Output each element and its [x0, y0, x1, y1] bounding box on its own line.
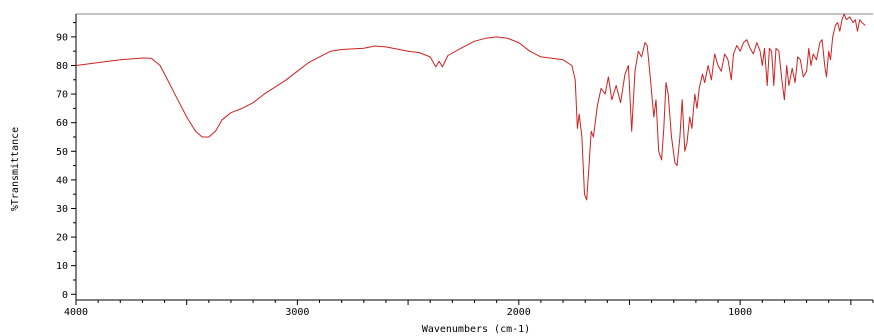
- plot-frame: [75, 13, 873, 301]
- x-tick-label: 1000: [728, 307, 752, 318]
- y-tick-label: 10: [56, 261, 68, 272]
- spectrum-series: [75, 13, 866, 201]
- y-tick-label: 80: [56, 61, 68, 72]
- y-tick-label: 90: [56, 32, 68, 43]
- y-tick-label: 30: [56, 204, 68, 215]
- y-tick-label: 40: [56, 175, 68, 186]
- x-tick-label: 3000: [285, 307, 309, 318]
- x-tick-label: 2000: [507, 307, 531, 318]
- x-tick-label: 4000: [64, 307, 88, 318]
- y-tick-label: 50: [56, 147, 68, 158]
- y-tick-label: 0: [62, 290, 68, 301]
- spectrum-line: [75, 13, 866, 201]
- x-axis-title: Wavenumbers (cm-1): [422, 324, 530, 335]
- x-axis: 4000 3000 2000 1000: [64, 300, 874, 318]
- y-axis-title: %Transmittance: [10, 127, 21, 211]
- y-tick-label: 20: [56, 233, 68, 244]
- y-tick-label: 70: [56, 90, 68, 101]
- y-tick-label: 60: [56, 118, 68, 129]
- y-axis: 0 10 20 30 40 50 60 70 80 90: [56, 22, 76, 301]
